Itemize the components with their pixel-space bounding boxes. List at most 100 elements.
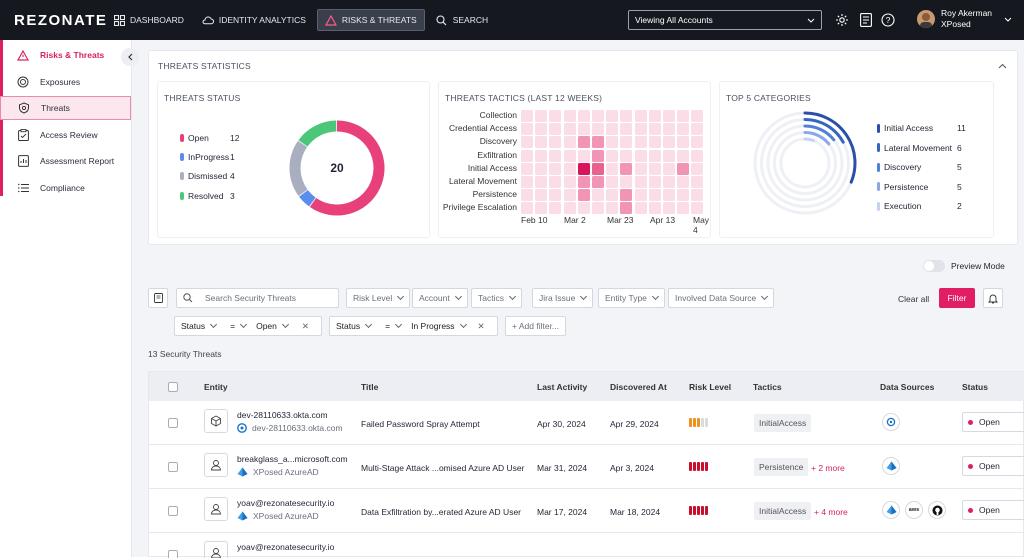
heatmap-cell[interactable] (535, 176, 548, 188)
heatmap-cell[interactable] (663, 123, 675, 136)
heatmap-cell[interactable] (549, 149, 562, 162)
row-checkbox[interactable] (168, 506, 178, 516)
filter-button[interactable]: Filter (939, 288, 975, 308)
heatmap-cell[interactable] (691, 162, 704, 175)
heatmap-cell[interactable] (592, 110, 604, 122)
heatmap-cell[interactable] (549, 110, 562, 122)
close-icon[interactable]: ✕ (301, 320, 309, 331)
filter-involved-data-source[interactable]: Involved Data Source (668, 288, 775, 308)
chevron-up-icon[interactable] (998, 61, 1007, 71)
filter-account[interactable]: Account (412, 288, 468, 308)
col-data-sources[interactable]: Data Sources (880, 382, 935, 392)
entity-name[interactable]: dev-28110633.okta.com (237, 410, 328, 420)
heatmap-cell[interactable] (549, 189, 562, 202)
entity-name[interactable]: yoav@rezonatesecurity.io (237, 498, 335, 508)
heatmap-cell[interactable] (577, 136, 590, 149)
heatmap-cell[interactable] (521, 202, 533, 215)
filter-entity-type[interactable]: Entity Type (598, 288, 665, 308)
heatmap-cell[interactable] (620, 202, 633, 215)
heatmap-cell[interactable] (648, 136, 661, 149)
col-last-activity[interactable]: Last Activity (537, 382, 588, 392)
heatmap-cell[interactable] (592, 123, 604, 136)
sidebar-item-risks-threats[interactable]: Risks & Threats (0, 43, 131, 67)
row-checkbox[interactable] (168, 418, 178, 428)
heatmap-cell[interactable] (592, 202, 604, 215)
preview-mode-toggle[interactable]: Preview Mode (923, 260, 1005, 272)
nav-identity-analytics[interactable]: IDENTITY ANALYTICS (195, 9, 313, 31)
heatmap-cell[interactable] (677, 189, 690, 202)
collapse-sidebar-button[interactable] (121, 48, 139, 66)
heatmap-cell[interactable] (634, 136, 647, 149)
heatmap-cell[interactable] (521, 136, 533, 149)
heatmap-cell[interactable] (677, 149, 690, 162)
heatmap-cell[interactable] (535, 136, 548, 149)
heatmap-cell[interactable] (563, 123, 576, 136)
heatmap-cell[interactable] (592, 136, 604, 149)
heatmap-cell[interactable] (535, 110, 548, 122)
heatmap-cell[interactable] (606, 189, 619, 202)
heatmap-cell[interactable] (663, 189, 675, 202)
heatmap-cell[interactable] (691, 136, 704, 149)
table-row[interactable]: breakglass_a...microsoft.com XPosed Azur… (149, 445, 1024, 489)
heatmap-cell[interactable] (677, 110, 690, 122)
heatmap-cell[interactable] (577, 149, 590, 162)
col-title[interactable]: Title (361, 382, 379, 392)
threat-title[interactable]: Data Exfiltration by...erated Azure AD U… (361, 507, 521, 517)
heatmap-cell[interactable] (677, 162, 690, 175)
heatmap-cell[interactable] (563, 202, 576, 215)
heatmap-cell[interactable] (535, 189, 548, 202)
heatmap-cell[interactable] (535, 149, 548, 162)
heatmap-cell[interactable] (663, 136, 675, 149)
heatmap-cell[interactable] (663, 162, 675, 175)
heatmap-cell[interactable] (677, 202, 690, 215)
account-select[interactable]: Viewing All Accounts (628, 10, 822, 30)
add-filter-button[interactable]: + Add filter... (505, 316, 567, 336)
heatmap-cell[interactable] (634, 149, 647, 162)
heatmap-cell[interactable] (606, 176, 619, 188)
more-tactics-link[interactable]: + 2 more (811, 463, 845, 473)
okta-icon[interactable] (882, 413, 900, 431)
heatmap-cell[interactable] (549, 136, 562, 149)
heatmap-cell[interactable] (648, 123, 661, 136)
heatmap-cell[interactable] (634, 189, 647, 202)
heatmap-cell[interactable] (577, 162, 590, 175)
user-menu[interactable]: Roy Akerman XPosed (917, 8, 1012, 30)
heatmap-cell[interactable] (563, 110, 576, 122)
heatmap-cell[interactable] (606, 123, 619, 136)
sidebar-item-exposures[interactable]: Exposures (0, 70, 131, 94)
heatmap-cell[interactable] (592, 162, 604, 175)
heatmap-cell[interactable] (549, 202, 562, 215)
azure-ad-icon[interactable] (882, 501, 900, 519)
heatmap-cell[interactable] (620, 162, 633, 175)
document-icon[interactable] (858, 12, 874, 28)
entity-name[interactable]: breakglass_a...microsoft.com (237, 454, 348, 464)
status-select[interactable]: Open (962, 500, 1024, 520)
heatmap-cell[interactable] (648, 202, 661, 215)
heatmap-cell[interactable] (521, 162, 533, 175)
heatmap-cell[interactable] (592, 176, 604, 188)
heatmap-cell[interactable] (634, 123, 647, 136)
heatmap-cell[interactable] (677, 123, 690, 136)
col-entity[interactable]: Entity (204, 382, 228, 392)
heatmap-cell[interactable] (648, 149, 661, 162)
help-icon[interactable]: ? (880, 12, 896, 28)
heatmap-cell[interactable] (521, 110, 533, 122)
filter-risk-level[interactable]: Risk Level (346, 288, 411, 308)
filter-jira-issue[interactable]: Jira Issue (532, 288, 594, 308)
heatmap-cell[interactable] (634, 202, 647, 215)
close-icon[interactable]: ✕ (477, 320, 485, 331)
heatmap-cell[interactable] (620, 136, 633, 149)
toggle-switch[interactable] (923, 260, 945, 272)
heatmap-cell[interactable] (521, 189, 533, 202)
heatmap-cell[interactable] (563, 149, 576, 162)
col-status[interactable]: Status (962, 382, 988, 392)
heatmap-cell[interactable] (592, 189, 604, 202)
row-checkbox[interactable] (168, 550, 178, 558)
heatmap-cell[interactable] (577, 110, 590, 122)
col-discovered-at[interactable]: Discovered At (610, 382, 667, 392)
heatmap-cell[interactable] (648, 189, 661, 202)
heatmap-cell[interactable] (691, 176, 704, 188)
more-tactics-link[interactable]: + 4 more (814, 507, 848, 517)
row-checkbox[interactable] (168, 462, 178, 472)
heatmap-cell[interactable] (606, 136, 619, 149)
